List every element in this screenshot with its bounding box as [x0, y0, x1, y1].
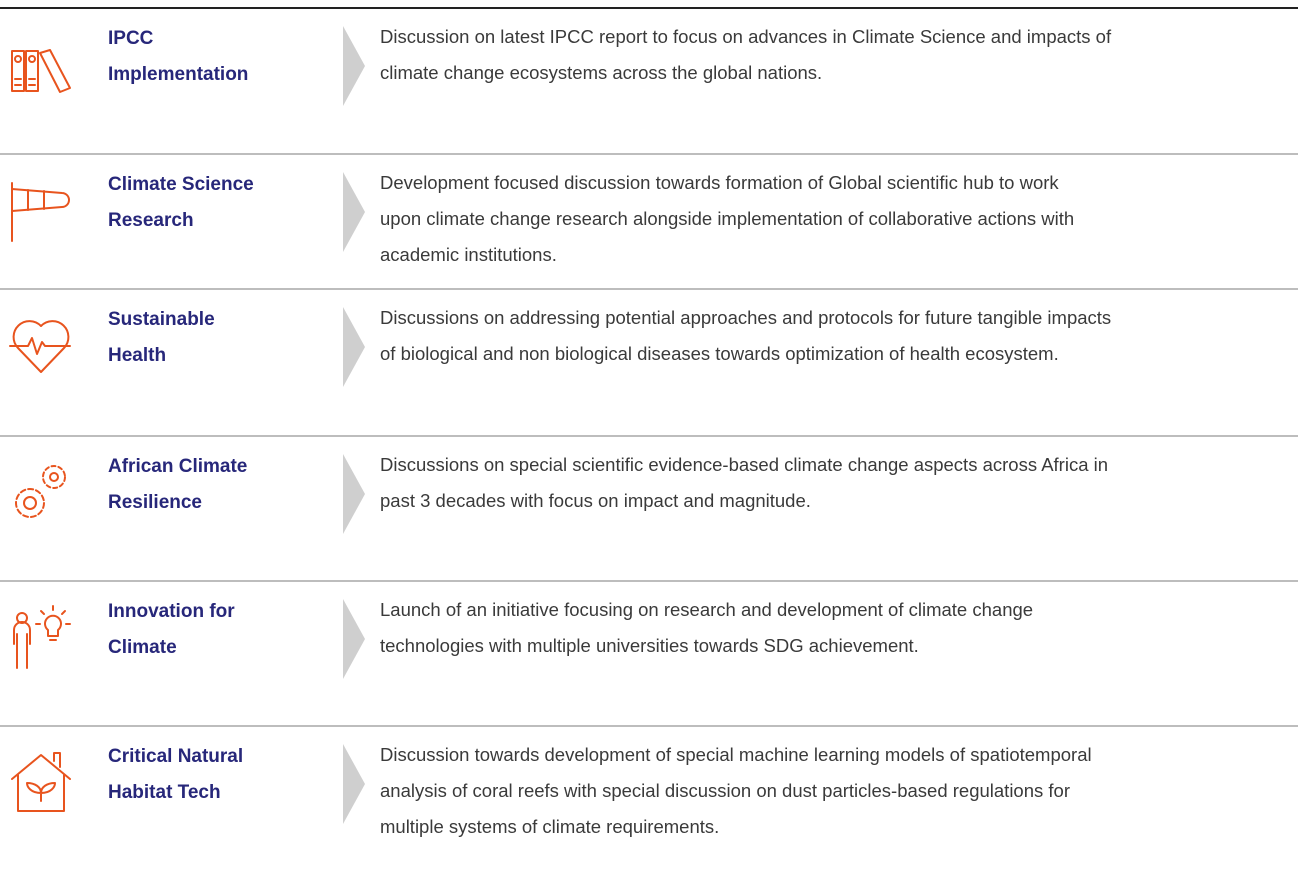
- icon: [13, 605, 71, 669]
- chevron: [343, 172, 365, 252]
- icon: [11, 182, 70, 242]
- title-line: Innovation for: [108, 601, 235, 622]
- title-line: IPCC: [108, 28, 154, 49]
- chevron: [343, 307, 365, 387]
- description-line: Discussion on latest IPCC report to focu…: [380, 26, 1112, 47]
- topic-title: Sustainable Health: [108, 302, 215, 374]
- topic-description: Launch of an initiative focusing on rese…: [380, 592, 1033, 664]
- topic-description: Discussions on special scientific eviden…: [380, 447, 1108, 519]
- title-line: Climate: [108, 637, 177, 658]
- topic-title: IPCC Implementation: [108, 21, 248, 93]
- topic-title: Innovation for Climate: [108, 594, 235, 666]
- topic-row: Innovation for Climate Launch of an initi…: [0, 580, 1298, 725]
- chevron: [343, 599, 365, 679]
- topic-row: Critical Natural Habitat Tech Discussion …: [0, 725, 1298, 870]
- description-line: Discussions on addressing potential appr…: [380, 307, 1112, 328]
- title-line: Habitat Tech: [108, 782, 221, 803]
- title-line: African Climate: [108, 456, 248, 477]
- topic-row: Climate Science Research Development focu…: [0, 153, 1298, 288]
- title-line: Health: [108, 345, 167, 366]
- description-line: Discussions on special scientific eviden…: [380, 454, 1109, 475]
- description-line: Launch of an initiative focusing on rese…: [380, 599, 1034, 620]
- description-line: multiple systems of climate requirements…: [380, 816, 720, 837]
- description-line: analysis of coral reefs with special dis…: [380, 780, 1070, 801]
- title-line: Implementation: [108, 64, 249, 85]
- description-line: Discussion towards development of specia…: [380, 744, 1092, 765]
- description-line: Development focused discussion towards f…: [380, 172, 1059, 193]
- icon: [11, 752, 71, 812]
- topic-description: Discussion on latest IPCC report to focu…: [380, 19, 1111, 91]
- icon: [11, 49, 71, 93]
- topic-description: Discussions on addressing potential appr…: [380, 300, 1111, 372]
- title-line: Research: [108, 210, 194, 231]
- chevron: [343, 454, 365, 534]
- title-line: Critical Natural: [108, 746, 244, 767]
- topic-row: Sustainable Health Discussions on address…: [0, 288, 1298, 435]
- icon: [9, 320, 71, 373]
- topic-title: African Climate Resilience: [108, 449, 247, 521]
- topic-list: IPCC Implementation Discussion on latest …: [0, 7, 1298, 870]
- title-line: Resilience: [108, 492, 202, 513]
- description-line: upon climate change research alongside i…: [380, 208, 1075, 229]
- topic-title: Climate Science Research: [108, 167, 254, 239]
- topic-description: Discussion towards development of specia…: [380, 737, 1092, 845]
- topic-title: Critical Natural Habitat Tech: [108, 739, 243, 811]
- description-line: of biological and non biological disease…: [380, 343, 1059, 364]
- description-line: past 3 decades with focus on impact and …: [380, 490, 811, 511]
- description-line: climate change ecosystems across the glo…: [380, 62, 823, 83]
- icon: [15, 465, 66, 518]
- chevron: [343, 26, 365, 106]
- chevron: [343, 744, 365, 824]
- description-line: academic institutions.: [380, 244, 557, 265]
- topic-row: African Climate Resilience Discussions on…: [0, 435, 1298, 580]
- title-line: Sustainable: [108, 309, 215, 330]
- topic-row: IPCC Implementation Discussion on latest …: [0, 7, 1298, 153]
- title-line: Climate Science: [108, 174, 254, 195]
- description-line: technologies with multiple universities …: [380, 635, 919, 656]
- topic-description: Development focused discussion towards f…: [380, 165, 1074, 273]
